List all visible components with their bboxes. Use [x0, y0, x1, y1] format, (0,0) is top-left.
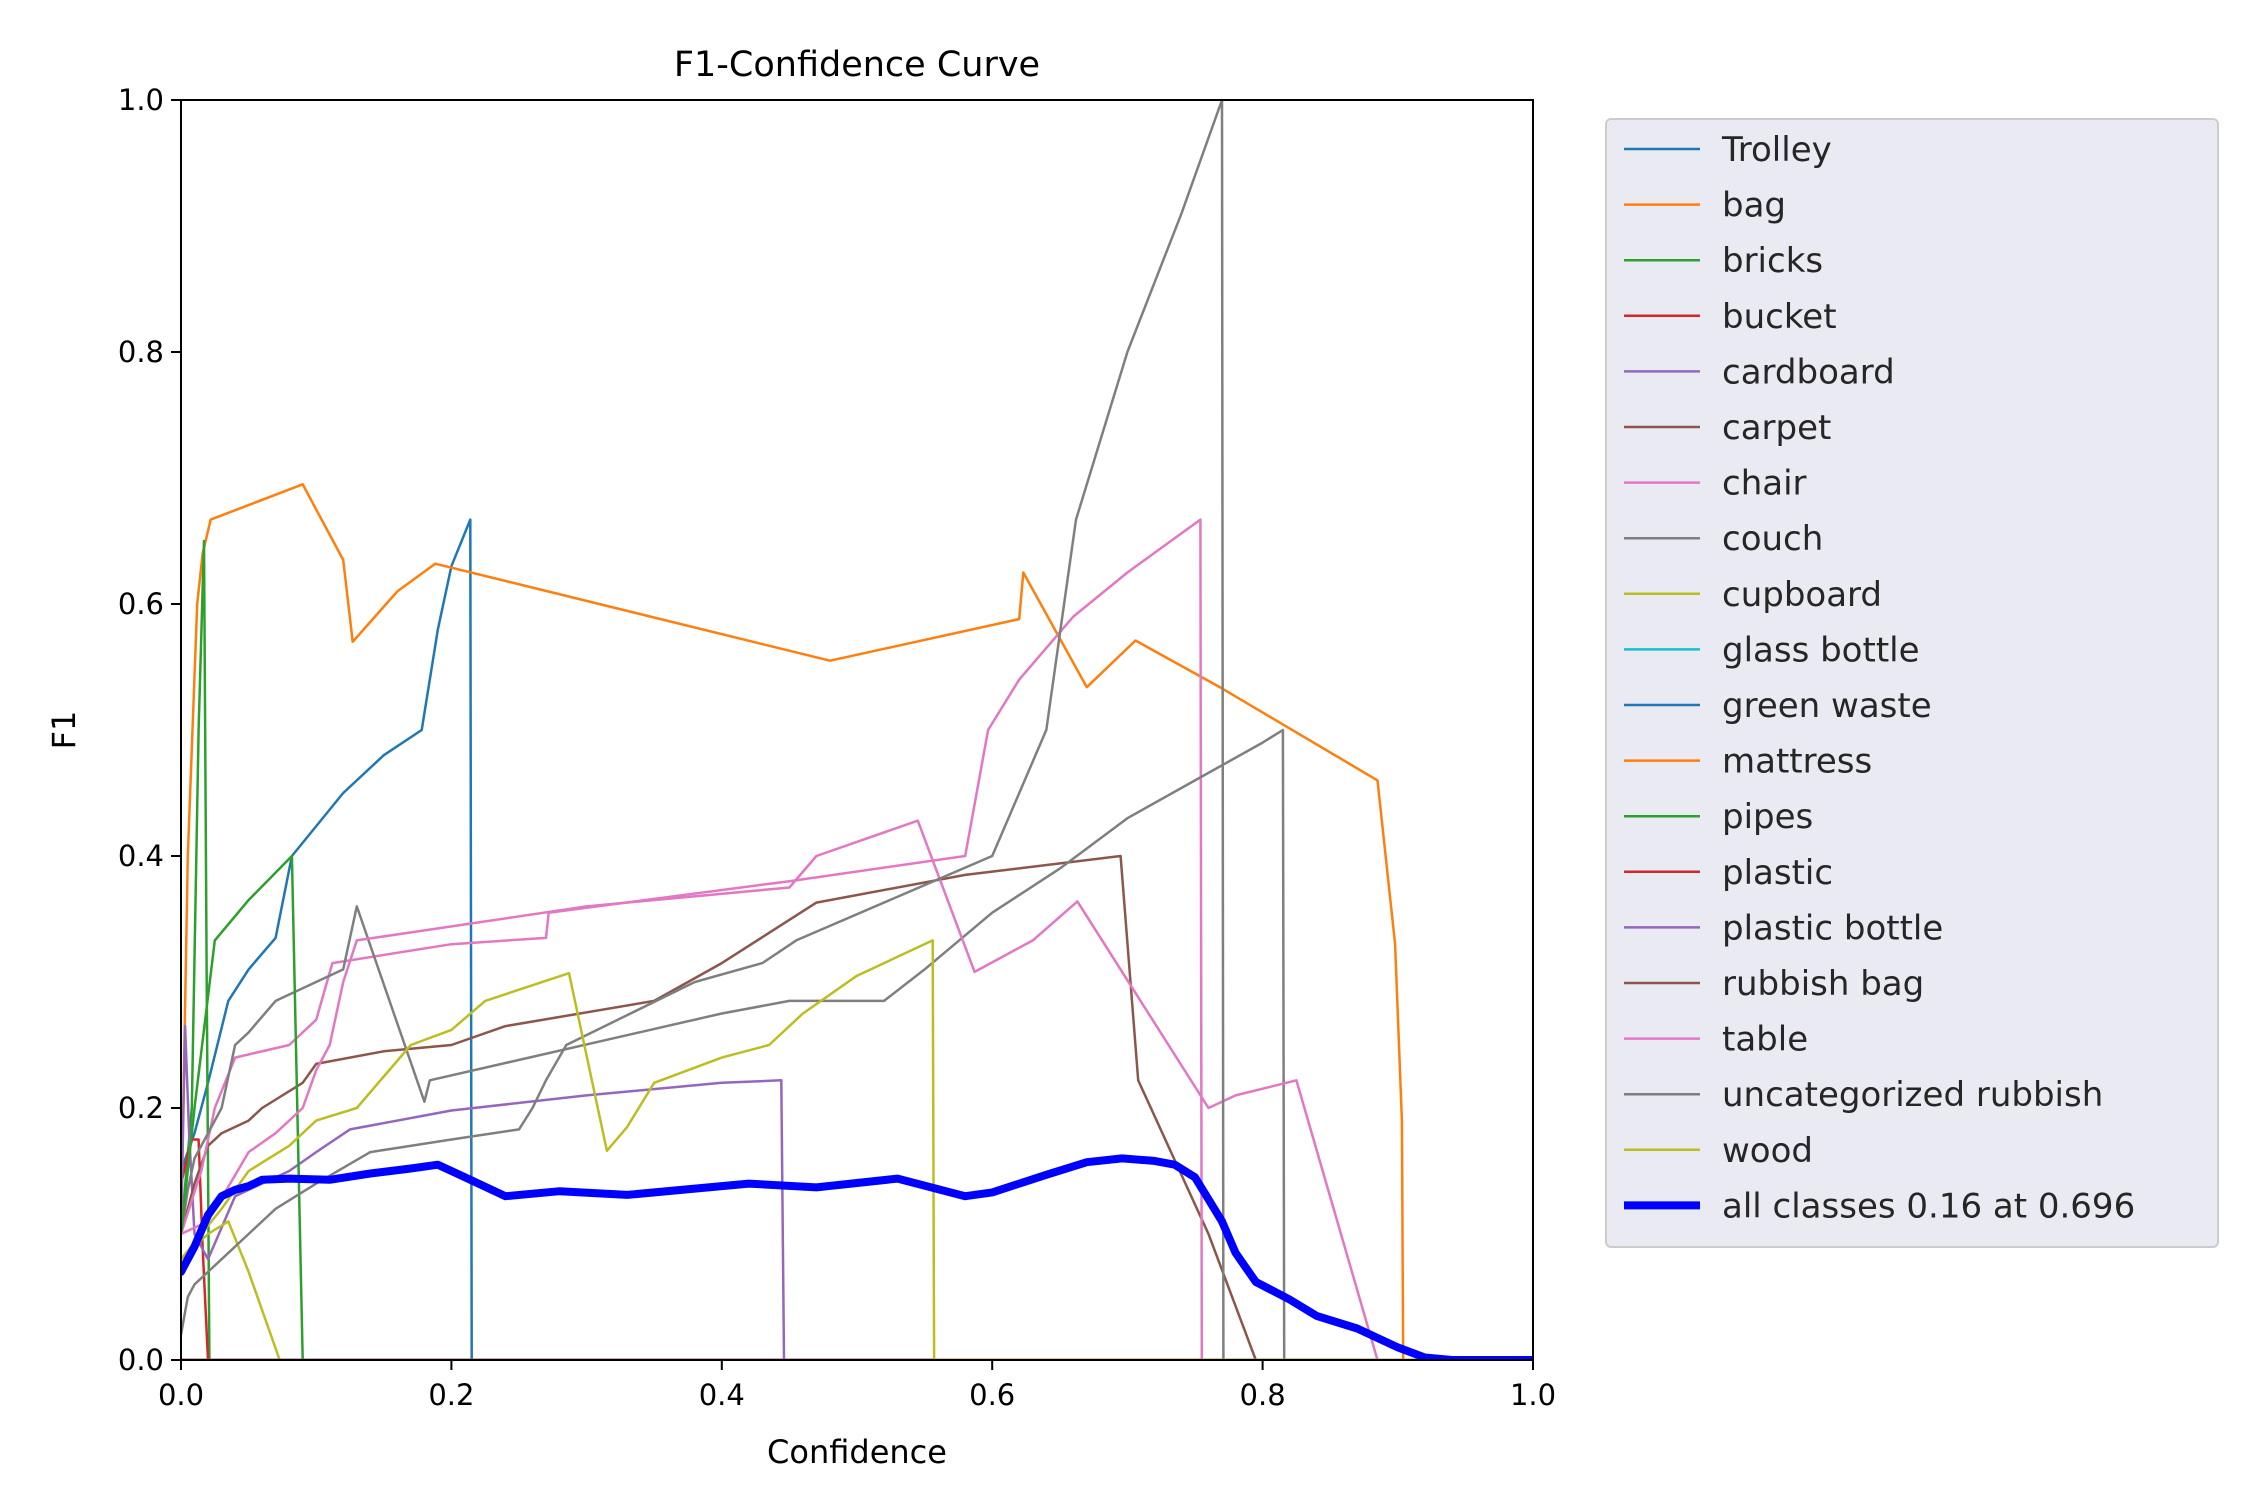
legend-label: bricks: [1722, 241, 1823, 281]
legend-label: mattress: [1722, 742, 1872, 782]
plot-frame: [180, 99, 1534, 1361]
legend-label: bucket: [1722, 297, 1837, 337]
series-line-cardboard: [181, 1024, 1533, 1360]
legend-label: pipes: [1722, 797, 1813, 837]
series-line-wood: [181, 939, 1533, 1360]
y-tick-label: 0.0: [118, 1343, 164, 1377]
x-axis: 0.0 0.2 0.4 0.6 0.8 1.0: [158, 1360, 1556, 1412]
y-tick-label: 1.0: [118, 83, 164, 117]
series-line-uncategorized-rubbish: [181, 100, 1533, 1360]
legend-label: plastic: [1722, 853, 1833, 893]
series-line-table: [181, 819, 1533, 1360]
x-tick-label: 0.6: [969, 1378, 1015, 1412]
legend-label: cupboard: [1722, 575, 1882, 615]
legend-label: uncategorized rubbish: [1722, 1075, 2103, 1115]
y-tick-label: 0.4: [118, 839, 164, 873]
legend-label: plastic bottle: [1722, 908, 1943, 948]
legend: Trolley bag bricks bucket cardboard carpet cha…: [1605, 118, 2219, 1248]
y-tick-label: 0.6: [118, 587, 164, 621]
legend-label: all classes 0.16 at 0.696: [1722, 1186, 2135, 1226]
x-tick-label: 0.4: [699, 1378, 745, 1412]
series-line-all-classes-0-16-at-0-696: [181, 1154, 1533, 1360]
x-tick-label: 0.0: [158, 1378, 204, 1412]
y-tick-label: 0.8: [118, 335, 164, 369]
series-line-cupboard: [181, 1220, 1533, 1360]
legend-label: Trolley: [1721, 130, 1832, 170]
x-tick-label: 0.8: [1240, 1378, 1286, 1412]
legend-label: chair: [1722, 464, 1807, 504]
series-line-couch: [181, 728, 1533, 1360]
y-axis-label: F1: [45, 711, 83, 750]
series-layer: [181, 100, 1533, 1360]
legend-label: bag: [1722, 186, 1786, 226]
legend-label: wood: [1722, 1131, 1813, 1171]
y-tick-label: 0.2: [118, 1091, 164, 1125]
chart-title: F1-Confidence Curve: [674, 45, 1040, 85]
series-line-bag: [181, 483, 1533, 1360]
legend-label: green waste: [1722, 686, 1932, 726]
x-tick-label: 0.2: [428, 1378, 474, 1412]
series-line-carpet: [181, 854, 1533, 1360]
series-line-bricks: [181, 539, 1533, 1360]
series-line-trolley: [181, 518, 1533, 1360]
legend-label: rubbish bag: [1722, 964, 1924, 1004]
legend-label: carpet: [1722, 408, 1831, 448]
legend-label: cardboard: [1722, 352, 1895, 392]
legend-box: [1605, 118, 2219, 1248]
series-line-pipes: [181, 854, 1533, 1360]
x-axis-label: Confidence: [767, 1433, 947, 1471]
legend-label: table: [1722, 1020, 1808, 1060]
y-axis: 0.0 0.2 0.4 0.6 0.8 1.0: [118, 83, 181, 1377]
x-tick-label: 1.0: [1510, 1378, 1556, 1412]
legend-label: couch: [1722, 519, 1823, 559]
legend-label: glass bottle: [1722, 630, 1920, 670]
